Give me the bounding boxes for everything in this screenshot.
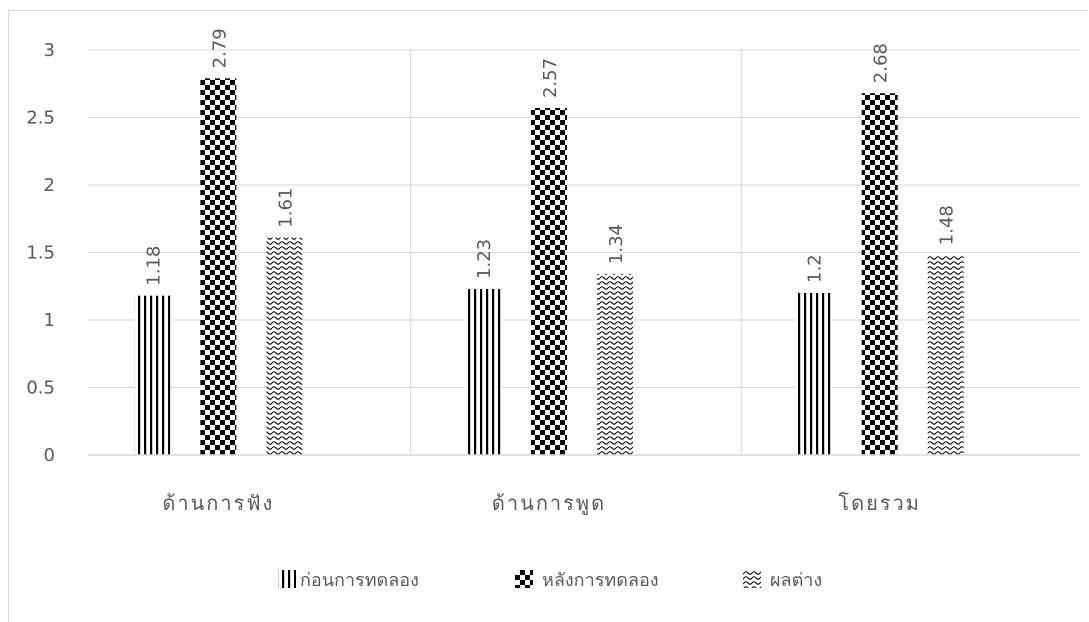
- y-tick-label: 0.5: [26, 378, 55, 399]
- data-label: 1.48: [937, 205, 958, 245]
- legend-swatch-1: [515, 570, 533, 588]
- y-tick-label: 0: [44, 445, 55, 466]
- data-label: 1.2: [805, 254, 826, 283]
- legend-label: ผลต่าง: [770, 570, 822, 591]
- bar-2-1: [861, 93, 898, 455]
- data-label: 1.18: [143, 246, 164, 286]
- data-label: 2.57: [540, 58, 561, 98]
- bar-1-2: [597, 274, 633, 455]
- bar-0-0: [134, 295, 171, 455]
- data-labels: 1.18 2.79 1.61 1.23 2.57 1.34 1.2 2.68 1.48: [143, 28, 957, 285]
- legend-swatch-2: [743, 570, 761, 588]
- legend-swatch-0: [278, 570, 296, 588]
- bar-2-2: [927, 255, 964, 455]
- y-tick-label: 3: [44, 40, 55, 61]
- y-tick-label: 1.5: [26, 243, 55, 264]
- y-tick-label: 2.5: [26, 108, 55, 129]
- bar-0-2: [266, 237, 303, 455]
- data-label: 2.79: [209, 28, 230, 68]
- x-tick-label: โดยรวม: [838, 491, 921, 515]
- bar-0-1: [200, 78, 237, 455]
- data-label: 1.61: [275, 188, 296, 228]
- data-label: 1.23: [474, 239, 495, 279]
- x-axis: ด้านการฟัง ด้านการพูด โดยรวม: [88, 454, 1080, 516]
- bars: [134, 78, 964, 456]
- legend-label: ก่อนการทดลอง: [300, 570, 419, 591]
- legend-label: หลังการทดลอง: [542, 570, 659, 591]
- bar-2-0: [795, 293, 832, 455]
- y-axis: 0 0.5 1 1.5 2 2.5 3: [26, 40, 55, 466]
- chart-frame: [8, 10, 1088, 622]
- bar-1-1: [531, 108, 567, 456]
- bar-1-0: [465, 288, 501, 455]
- y-tick-label: 2: [44, 175, 55, 196]
- x-tick-label: ด้านการฟัง: [162, 491, 274, 515]
- y-tick-label: 1: [44, 310, 55, 331]
- legend: ก่อนการทดลอง หลังการทดลอง ผลต่าง: [278, 570, 822, 591]
- x-tick-label: ด้านการพูด: [492, 491, 606, 516]
- data-label: 1.34: [606, 224, 627, 264]
- data-label: 2.68: [871, 43, 892, 83]
